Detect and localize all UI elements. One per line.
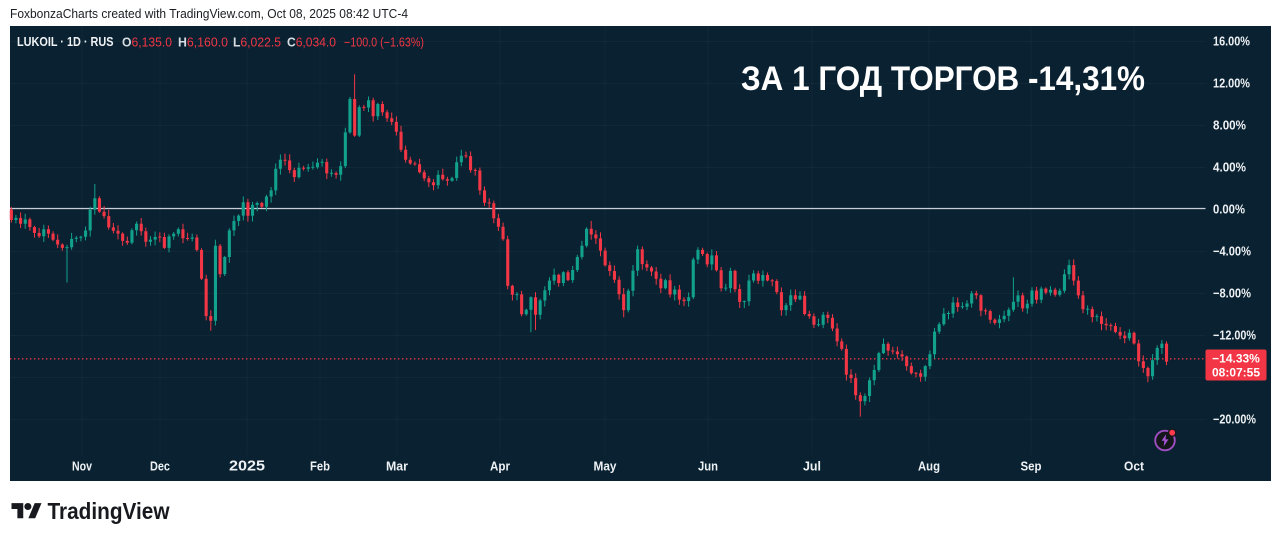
svg-text:−100.0 (−1.63%): −100.0 (−1.63%) (344, 36, 424, 50)
svg-text:TradingView: TradingView (48, 498, 171, 524)
svg-text:Jul: Jul (803, 460, 821, 474)
svg-text:Oct: Oct (1124, 460, 1145, 474)
svg-text:2025: 2025 (229, 458, 265, 475)
svg-text:4.00%: 4.00% (1213, 161, 1246, 175)
svg-text:08:07:55: 08:07:55 (1212, 366, 1260, 380)
svg-text:L6,022.5: L6,022.5 (233, 36, 281, 50)
svg-text:−20.00%: −20.00% (1213, 413, 1256, 427)
svg-text:Dec: Dec (150, 460, 170, 474)
svg-text:Sep: Sep (1021, 460, 1042, 474)
svg-text:16.00%: 16.00% (1213, 35, 1250, 49)
svg-text:LUKOIL · 1D · RUS: LUKOIL · 1D · RUS (17, 35, 114, 49)
svg-text:12.00%: 12.00% (1213, 77, 1250, 91)
svg-text:0.00%: 0.00% (1213, 203, 1245, 217)
svg-text:−14.33%: −14.33% (1212, 352, 1260, 366)
svg-text:−8.00%: −8.00% (1213, 287, 1251, 301)
svg-text:Nov: Nov (72, 460, 92, 474)
svg-text:FoxbonzaCharts created with Tr: FoxbonzaCharts created with TradingView.… (10, 6, 408, 21)
svg-text:ЗА 1 ГОД ТОРГОВ -14,31%: ЗА 1 ГОД ТОРГОВ -14,31% (741, 60, 1145, 98)
svg-text:8.00%: 8.00% (1213, 119, 1246, 133)
svg-text:−12.00%: −12.00% (1213, 329, 1256, 343)
svg-text:O6,135.0: O6,135.0 (122, 36, 172, 50)
svg-text:Feb: Feb (310, 460, 330, 474)
svg-text:Apr: Apr (490, 460, 510, 474)
svg-text:C6,034.0: C6,034.0 (287, 36, 336, 50)
svg-text:Jun: Jun (698, 460, 718, 474)
svg-text:Aug: Aug (918, 460, 940, 474)
svg-text:−4.00%: −4.00% (1213, 245, 1251, 259)
svg-text:H6,160.0: H6,160.0 (178, 36, 228, 50)
svg-text:Mar: Mar (386, 460, 408, 474)
svg-text:May: May (594, 460, 617, 474)
